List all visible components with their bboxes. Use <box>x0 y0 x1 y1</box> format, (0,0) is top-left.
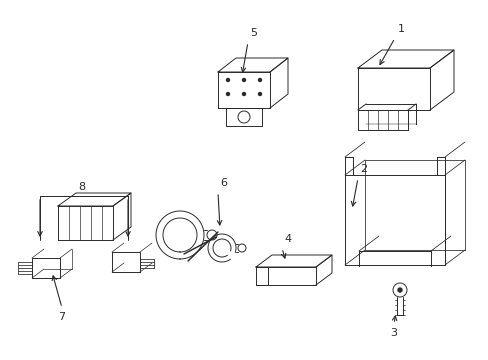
Circle shape <box>226 93 229 95</box>
Circle shape <box>242 78 245 81</box>
Text: 7: 7 <box>58 312 65 322</box>
Text: 3: 3 <box>389 328 396 338</box>
Text: 2: 2 <box>359 164 366 174</box>
Text: 5: 5 <box>249 28 257 38</box>
Text: 1: 1 <box>397 24 404 34</box>
Text: 6: 6 <box>220 178 226 188</box>
Circle shape <box>397 288 401 292</box>
Text: 8: 8 <box>78 182 85 192</box>
Circle shape <box>258 93 261 95</box>
Text: 4: 4 <box>284 234 290 244</box>
Circle shape <box>226 78 229 81</box>
Circle shape <box>258 78 261 81</box>
Circle shape <box>242 93 245 95</box>
